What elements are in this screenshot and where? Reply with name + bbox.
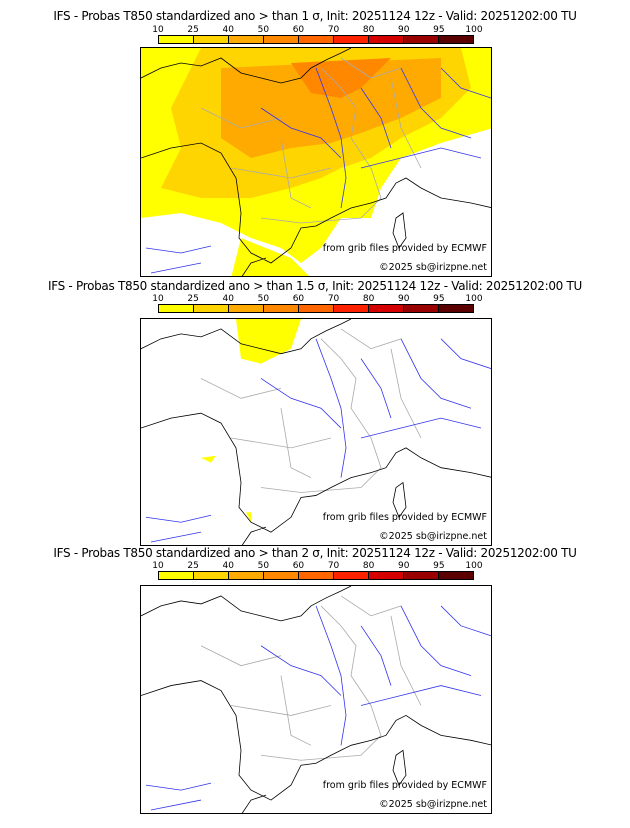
- colorbar-segment: [369, 305, 404, 312]
- colorbar-segment: [229, 572, 264, 579]
- colorbar: [158, 304, 474, 313]
- colorbar-segment: [334, 36, 369, 43]
- rivers: [145, 338, 491, 543]
- colorbar-tick-label: 80: [362, 561, 375, 571]
- colorbar-tick-label: 100: [465, 25, 483, 35]
- colorbar-segment: [369, 572, 404, 579]
- source-credit: from grib files provided by ECMWF: [322, 512, 487, 523]
- colorbar-ticks: 10 25 40 50 60 70 80 90 95 100: [152, 294, 482, 304]
- colorbar-tick-label: 70: [327, 561, 340, 571]
- probability-map: from grib files provided by ECMWF ©2025 s…: [140, 585, 492, 814]
- colorbar-ticks: 10 25 40 50 60 70 80 90 95 100: [152, 561, 482, 571]
- colorbar-tick-label: 100: [465, 561, 483, 571]
- copyright: ©2025 sb@irizpne.net: [379, 799, 487, 810]
- colorbar-tick-label: 60: [292, 25, 305, 35]
- coastline: [141, 319, 491, 545]
- source-credit: from grib files provided by ECMWF: [322, 780, 487, 791]
- colorbar-segment: [439, 36, 473, 43]
- colorbar-tick-label: 50: [257, 561, 270, 571]
- colorbar-tick-label: 40: [222, 294, 234, 304]
- colorbar-segment: [264, 305, 299, 312]
- colorbar-tick-label: 25: [187, 25, 199, 35]
- colorbar-tick-label: 25: [187, 561, 199, 571]
- colorbar-segment: [404, 305, 439, 312]
- coastline: [141, 48, 491, 276]
- colorbar-tick-label: 70: [327, 25, 340, 35]
- colorbar-segment: [264, 36, 299, 43]
- colorbar-tick-label: 50: [257, 25, 270, 35]
- colorbar-tick-label: 100: [465, 294, 483, 304]
- colorbar-tick-label: 80: [362, 25, 375, 35]
- colorbar-segment: [334, 572, 369, 579]
- panel-title: IFS - Probas T850 standardized ano > tha…: [47, 279, 583, 293]
- coastline: [141, 586, 491, 813]
- colorbar-segment: [229, 36, 264, 43]
- colorbar-tick-label: 40: [222, 561, 234, 571]
- colorbar-tick-label: 10: [152, 25, 164, 35]
- colorbar-segment: [404, 36, 439, 43]
- rivers: [145, 67, 491, 274]
- colorbar-tick-label: 10: [152, 294, 164, 304]
- colorbar: [158, 35, 474, 44]
- colorbar-tick-label: 60: [292, 294, 305, 304]
- colorbar-tick-label: 90: [398, 25, 410, 35]
- colorbar-segment: [299, 572, 334, 579]
- colorbar-tick-label: 80: [362, 294, 375, 304]
- borders: [200, 57, 422, 224]
- colorbar-segment: [299, 36, 334, 43]
- rivers: [145, 605, 491, 811]
- colorbar-segment: [439, 305, 473, 312]
- colorbar-tick-label: 90: [398, 561, 410, 571]
- colorbar-segment: [439, 572, 473, 579]
- colorbar-tick-label: 50: [257, 294, 270, 304]
- colorbar-tick-label: 95: [433, 294, 445, 304]
- colorbar-tick-label: 70: [327, 294, 340, 304]
- colorbar-tick-label: 90: [398, 294, 410, 304]
- colorbar-segment: [334, 305, 369, 312]
- probability-area: [201, 319, 301, 523]
- colorbar-segment: [404, 572, 439, 579]
- colorbar-segment: [299, 305, 334, 312]
- source-credit: from grib files provided by ECMWF: [322, 243, 487, 254]
- colorbar-segment: [369, 36, 404, 43]
- colorbar-tick-label: 10: [152, 561, 164, 571]
- colorbar-segment: [264, 572, 299, 579]
- colorbar-segment: [159, 572, 194, 579]
- borders: [200, 595, 422, 761]
- probability-map: from grib files provided by ECMWF ©2025 s…: [140, 47, 492, 277]
- colorbar-segment: [229, 305, 264, 312]
- colorbar-tick-label: 25: [187, 294, 199, 304]
- colorbar-segment: [159, 36, 194, 43]
- copyright: ©2025 sb@irizpne.net: [379, 531, 487, 542]
- colorbar-tick-label: 60: [292, 561, 305, 571]
- colorbar-segment: [159, 305, 194, 312]
- colorbar-tick-label: 40: [222, 25, 234, 35]
- copyright: ©2025 sb@irizpne.net: [379, 262, 487, 273]
- borders: [200, 328, 422, 493]
- colorbar: [158, 571, 474, 580]
- panel-title: IFS - Probas T850 standardized ano > tha…: [53, 546, 577, 560]
- colorbar-ticks: 10 25 40 50 60 70 80 90 95 100: [152, 25, 482, 35]
- colorbar-segment: [194, 36, 229, 43]
- colorbar-segment: [194, 572, 229, 579]
- panel-title: IFS - Probas T850 standardized ano > tha…: [53, 9, 577, 23]
- colorbar-tick-label: 95: [433, 561, 445, 571]
- colorbar-tick-label: 95: [433, 25, 445, 35]
- probability-map: from grib files provided by ECMWF ©2025 s…: [140, 318, 492, 546]
- colorbar-segment: [194, 305, 229, 312]
